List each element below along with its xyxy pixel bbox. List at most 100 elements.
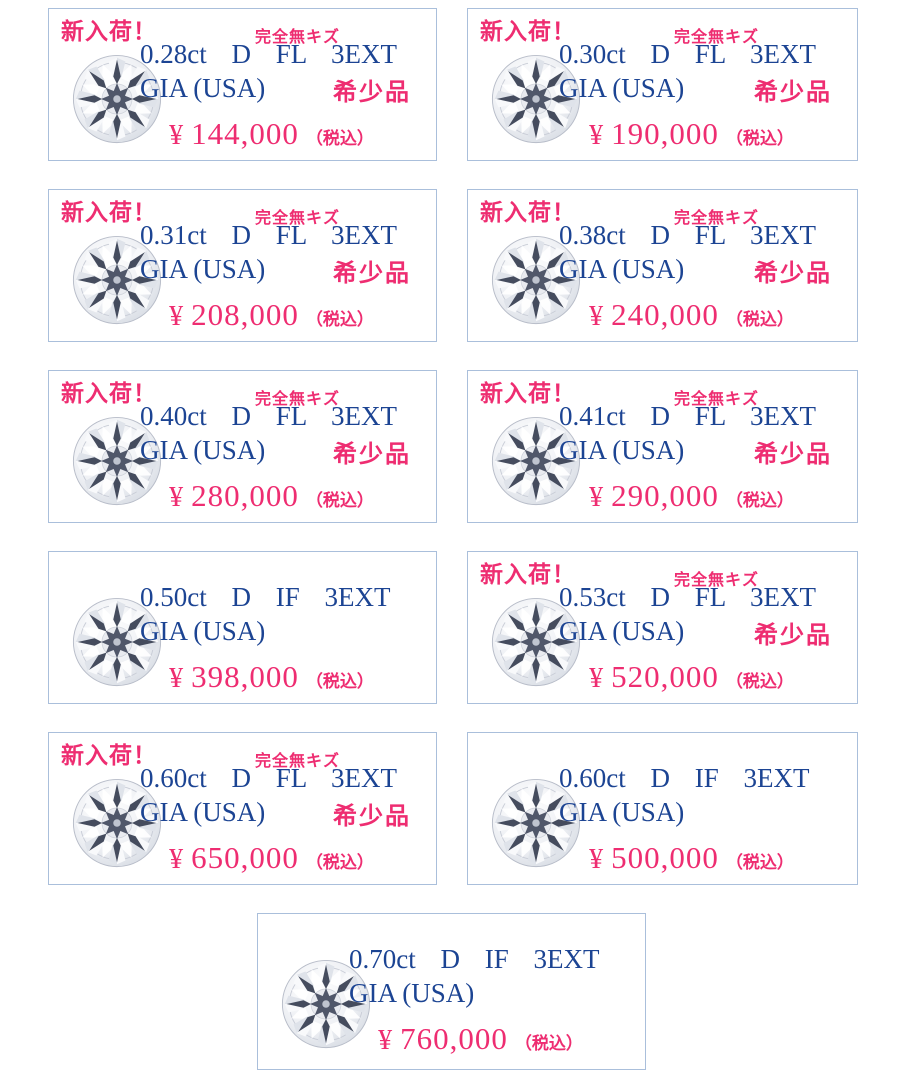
price-row: ¥190,000 （税込） <box>468 116 857 152</box>
product-card[interactable]: 新入荷！ 完全無キズ 0.31ct D FL 3EXT GIA (USA) 希少… <box>48 189 437 342</box>
product-card[interactable]: 新入荷！ 完全無キズ 0.38ct D FL 3EXT GIA (USA) 希少… <box>467 189 858 342</box>
flawless-note: 完全無キズ <box>255 391 341 408</box>
product-card[interactable]: 新入荷！ 完全無キズ 0.53ct D FL 3EXT GIA (USA) 希少… <box>467 551 858 704</box>
price-amount: 500,000 <box>611 840 719 875</box>
new-arrival-badge: 新入荷！ <box>480 381 576 406</box>
yen-sign: ¥ <box>169 120 184 151</box>
new-arrival-badge: 新入荷！ <box>61 381 157 406</box>
lab-text: GIA (USA) <box>559 73 685 103</box>
bottom-centered-row: 新入荷！ 完全無キズ 0.70ct D IF 3EXT GIA (USA) 希少… <box>257 913 646 1070</box>
lab-text: GIA (USA) <box>559 616 685 646</box>
price-amount: 290,000 <box>611 478 719 513</box>
yen-sign: ¥ <box>589 301 604 332</box>
price-row: ¥280,000 （税込） <box>49 478 436 514</box>
spec-text: 0.38ct D FL 3EXT <box>559 220 816 250</box>
lab-text: GIA (USA) <box>349 978 475 1008</box>
flawless-note: 完全無キズ <box>255 753 341 770</box>
product-card[interactable]: 新入荷！ 完全無キズ 0.30ct D FL 3EXT GIA (USA) 希少… <box>467 8 858 161</box>
yen-sign: ¥ <box>169 482 184 513</box>
price-row: ¥290,000 （税込） <box>468 478 857 514</box>
lab-text: GIA (USA) <box>140 254 266 284</box>
flawless-note: 完全無キズ <box>674 29 760 46</box>
price-row: ¥240,000 （税込） <box>468 297 857 333</box>
spec-text: 0.50ct D IF 3EXT <box>140 582 391 612</box>
price-row: ¥398,000 （税込） <box>49 659 436 695</box>
yen-sign: ¥ <box>169 844 184 875</box>
lab-text: GIA (USA) <box>140 73 266 103</box>
tax-included-label: （税込） <box>305 853 374 872</box>
flawless-note: 完全無キズ <box>674 572 760 589</box>
spec-text: 0.31ct D FL 3EXT <box>140 220 397 250</box>
new-arrival-badge: 新入荷！ <box>480 19 576 44</box>
price-row: ¥520,000 （税込） <box>468 659 857 695</box>
flawless-note: 完全無キズ <box>674 391 760 408</box>
price-row: ¥500,000 （税込） <box>468 840 857 876</box>
flawless-note: 完全無キズ <box>255 210 341 227</box>
product-card[interactable]: 新入荷！ 完全無キズ 0.28ct D FL 3EXT GIA (USA) 希少… <box>48 8 437 161</box>
price-amount: 144,000 <box>191 116 299 151</box>
rare-item-badge: 希少品 <box>333 80 411 106</box>
tax-included-label: （税込） <box>305 129 374 148</box>
price-row: ¥760,000 （税込） <box>258 1021 645 1057</box>
spec-text: 0.53ct D FL 3EXT <box>559 582 816 612</box>
flawless-note: 完全無キズ <box>255 29 341 46</box>
product-card[interactable]: 新入荷！ 完全無キズ 0.50ct D IF 3EXT GIA (USA) 希少… <box>48 551 437 704</box>
spec-text: 0.40ct D FL 3EXT <box>140 401 397 431</box>
new-arrival-badge: 新入荷！ <box>61 200 157 225</box>
rare-item-badge: 希少品 <box>754 442 832 468</box>
new-arrival-badge: 新入荷！ <box>61 743 157 768</box>
rare-item-badge: 希少品 <box>754 623 832 649</box>
price-amount: 520,000 <box>611 659 719 694</box>
new-arrival-badge: 新入荷！ <box>480 562 576 587</box>
price-row: ¥650,000 （税込） <box>49 840 436 876</box>
tax-included-label: （税込） <box>725 491 794 510</box>
product-card[interactable]: 新入荷！ 完全無キズ 0.70ct D IF 3EXT GIA (USA) 希少… <box>257 913 646 1070</box>
spec-text: 0.60ct D IF 3EXT <box>559 763 810 793</box>
tax-included-label: （税込） <box>725 672 794 691</box>
spec-text: 0.28ct D FL 3EXT <box>140 39 397 69</box>
spec-text: 0.30ct D FL 3EXT <box>559 39 816 69</box>
flawless-note: 完全無キズ <box>674 210 760 227</box>
lab-text: GIA (USA) <box>559 797 685 827</box>
product-card[interactable]: 新入荷！ 完全無キズ 0.40ct D FL 3EXT GIA (USA) 希少… <box>48 370 437 523</box>
yen-sign: ¥ <box>589 844 604 875</box>
rare-item-badge: 希少品 <box>333 442 411 468</box>
yen-sign: ¥ <box>169 663 184 694</box>
tax-included-label: （税込） <box>514 1034 583 1053</box>
lab-text: GIA (USA) <box>140 797 266 827</box>
spec-text: 0.60ct D FL 3EXT <box>140 763 397 793</box>
tax-included-label: （税込） <box>725 853 794 872</box>
yen-sign: ¥ <box>589 663 604 694</box>
spec-text: 0.41ct D FL 3EXT <box>559 401 816 431</box>
product-grid: 新入荷！ 完全無キズ 0.28ct D FL 3EXT GIA (USA) 希少… <box>48 8 858 885</box>
tax-included-label: （税込） <box>305 310 374 329</box>
new-arrival-badge: 新入荷！ <box>480 200 576 225</box>
price-amount: 208,000 <box>191 297 299 332</box>
yen-sign: ¥ <box>589 482 604 513</box>
lab-text: GIA (USA) <box>140 616 266 646</box>
rare-item-badge: 希少品 <box>754 80 832 106</box>
yen-sign: ¥ <box>169 301 184 332</box>
lab-text: GIA (USA) <box>559 254 685 284</box>
product-card[interactable]: 新入荷！ 完全無キズ 0.60ct D IF 3EXT GIA (USA) 希少… <box>467 732 858 885</box>
lab-text: GIA (USA) <box>559 435 685 465</box>
yen-sign: ¥ <box>589 120 604 151</box>
price-row: ¥144,000 （税込） <box>49 116 436 152</box>
product-card[interactable]: 新入荷！ 完全無キズ 0.60ct D FL 3EXT GIA (USA) 希少… <box>48 732 437 885</box>
tax-included-label: （税込） <box>725 129 794 148</box>
product-card[interactable]: 新入荷！ 完全無キズ 0.41ct D FL 3EXT GIA (USA) 希少… <box>467 370 858 523</box>
price-amount: 280,000 <box>191 478 299 513</box>
spec-text: 0.70ct D IF 3EXT <box>349 944 600 974</box>
diamond-listing-page: { "colors": { "pink": "#ee2d71", "blue":… <box>0 8 900 1088</box>
tax-included-label: （税込） <box>305 672 374 691</box>
price-amount: 190,000 <box>611 116 719 151</box>
tax-included-label: （税込） <box>725 310 794 329</box>
tax-included-label: （税込） <box>305 491 374 510</box>
rare-item-badge: 希少品 <box>754 261 832 287</box>
price-row: ¥208,000 （税込） <box>49 297 436 333</box>
new-arrival-badge: 新入荷！ <box>61 19 157 44</box>
rare-item-badge: 希少品 <box>333 804 411 830</box>
price-amount: 760,000 <box>400 1021 508 1056</box>
lab-text: GIA (USA) <box>140 435 266 465</box>
price-amount: 398,000 <box>191 659 299 694</box>
